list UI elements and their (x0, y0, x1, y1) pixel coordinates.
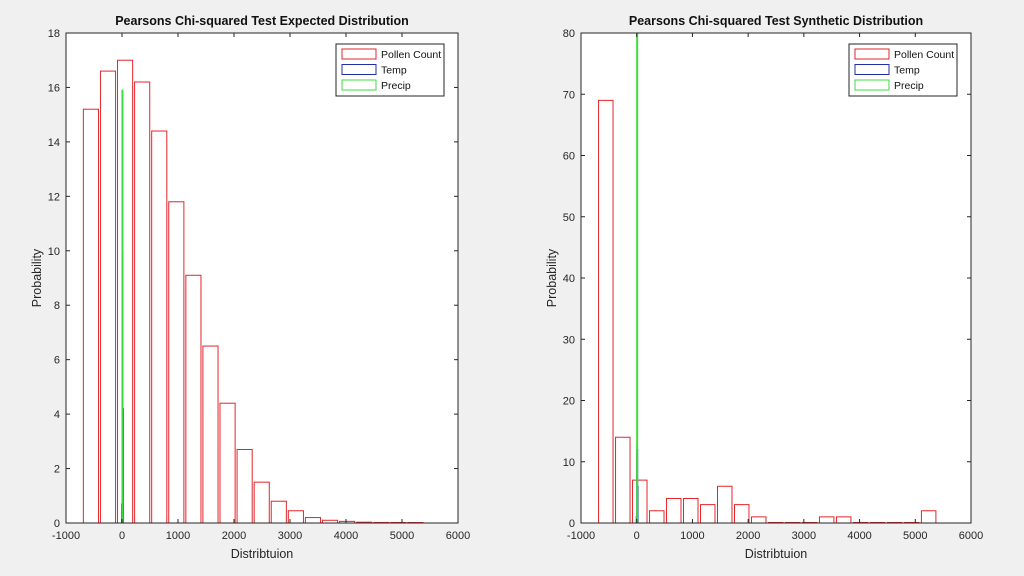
x-axis-label: Distribtuion (231, 547, 294, 561)
bar (636, 32, 639, 524)
legend-label: Temp (894, 65, 920, 77)
x-tick-label: 6000 (959, 530, 983, 542)
x-tick-label: 4000 (847, 530, 871, 542)
legend-swatch (341, 48, 377, 60)
y-tick-label: 0 (569, 518, 575, 530)
x-tick-label: -1000 (567, 530, 595, 542)
legend-box (848, 43, 958, 97)
y-tick-label: 60 (563, 151, 575, 163)
legend-swatch (854, 79, 890, 91)
y-tick-label: 16 (48, 82, 60, 94)
chart-title: Pearsons Chi-squared Test Expected Distr… (115, 14, 409, 28)
y-tick-label: 20 (563, 396, 575, 408)
y-tick-label: 40 (563, 273, 575, 285)
series-precip (636, 32, 639, 524)
y-axis-label: Probability (545, 248, 559, 307)
legend-swatch (341, 64, 377, 75)
x-tick-label: 2000 (736, 530, 760, 542)
y-tick-label: 80 (563, 28, 575, 40)
x-tick-label: 3000 (278, 530, 302, 542)
legend-label: Precip (381, 80, 411, 92)
axes-box (65, 32, 459, 524)
y-tick-label: 18 (48, 28, 60, 40)
plot-area (581, 33, 971, 523)
y-tick-label: 30 (563, 334, 575, 346)
legend-box (335, 43, 445, 97)
y-tick-label: 50 (563, 212, 575, 224)
x-tick-label: 1000 (680, 530, 704, 542)
x-tick-label: 0 (634, 530, 640, 542)
y-tick-label: 4 (54, 409, 60, 421)
legend-swatch (854, 48, 890, 60)
x-axis-label: Distribtuion (745, 547, 808, 561)
y-tick-label: 12 (48, 191, 60, 203)
chart-title: Pearsons Chi-squared Test Synthetic Dist… (629, 14, 923, 28)
chart-expected-distribution: -1000 0 1000 2000 3000 4000 5000 60000246810121… (30, 14, 470, 561)
legend-label: Pollen Count (381, 49, 441, 61)
y-tick-label: 2 (54, 464, 60, 476)
y-tick-label: 6 (54, 355, 60, 367)
y-tick-label: 14 (48, 137, 60, 149)
x-tick-label: 2000 (222, 530, 246, 542)
x-tick-label: -1000 (52, 530, 80, 542)
series-precip (121, 89, 124, 524)
chart-synthetic-distribution: -1000 0 1000 2000 3000 4000 5000 60000102030405… (545, 14, 983, 561)
legend-swatch (854, 64, 890, 75)
x-tick-label: 5000 (903, 530, 927, 542)
y-tick-label: 8 (54, 300, 60, 312)
y-tick-label: 70 (563, 89, 575, 101)
bar (121, 89, 124, 524)
y-tick-label: 0 (54, 518, 60, 530)
x-tick-label: 4000 (334, 530, 358, 542)
legend-label: Temp (381, 65, 407, 77)
legend-label: Pollen Count (894, 49, 954, 61)
legend-label: Precip (894, 80, 924, 92)
y-tick-label: 10 (48, 246, 60, 258)
legend-swatch (341, 79, 377, 91)
y-tick-label: 10 (563, 457, 575, 469)
x-tick-label: 6000 (446, 530, 470, 542)
legend: Pollen Count Temp Precip (335, 43, 445, 97)
plot-area (66, 33, 458, 523)
x-tick-label: 5000 (390, 530, 414, 542)
legend: Pollen Count Temp Precip (848, 43, 958, 97)
x-tick-label: 3000 (792, 530, 816, 542)
y-axis-label: Probability (30, 248, 44, 307)
x-tick-label: 1000 (166, 530, 190, 542)
x-tick-label: 0 (119, 530, 125, 542)
